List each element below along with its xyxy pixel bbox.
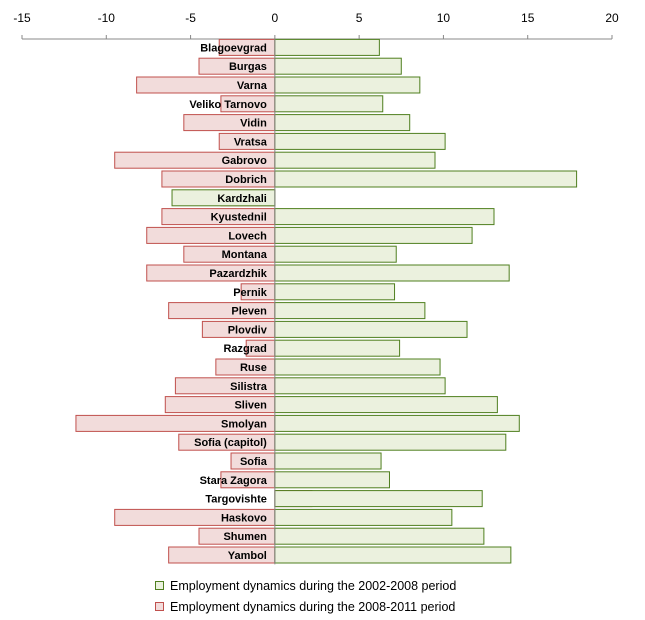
bar-2002-2008: [274, 527, 485, 545]
category-label: Silistra: [230, 381, 268, 393]
legend-item-2008-2011: Employment dynamics during the 2008-2011…: [155, 596, 456, 617]
bar-2002-2008: [274, 433, 507, 451]
category-label: Ruse: [240, 362, 267, 374]
bar-2002-2008: [274, 38, 380, 56]
category-label: Sofia (capitol): [194, 437, 267, 449]
bar-2002-2008: [274, 114, 411, 132]
category-label: Haskovo: [221, 512, 267, 524]
legend-item-2002-2008: Employment dynamics during the 2002-2008…: [155, 575, 456, 596]
legend-label-2002-2008: Employment dynamics during the 2002-2008…: [170, 578, 457, 593]
bar-2002-2008: [274, 170, 578, 188]
bar-2002-2008: [274, 95, 384, 113]
bar-2002-2008: [274, 151, 436, 169]
bar-2002-2008: [274, 283, 396, 301]
bar-2002-2008: [274, 339, 401, 357]
category-label: Dobrich: [225, 174, 267, 186]
bar-2002-2008: [274, 245, 397, 263]
x-axis-ticks: -15 -10 -5 0 5 10 15 20: [13, 11, 619, 39]
category-label: Varna: [237, 80, 268, 92]
category-label: Targovishte: [205, 494, 267, 506]
category-label: Gabrovo: [222, 155, 268, 167]
bar-2002-2008: [274, 546, 512, 564]
category-label: Kardzhali: [217, 193, 267, 205]
category-label: Veliko Tarnovo: [189, 99, 267, 111]
bar-2002-2008: [274, 377, 446, 395]
x-tick-label: -5: [185, 11, 196, 25]
bar-2002-2008: [274, 490, 483, 508]
category-label: Burgas: [229, 61, 267, 73]
category-label: Razgrad: [223, 343, 266, 355]
bar-2002-2008: [274, 414, 520, 432]
category-label: Sliven: [234, 400, 267, 412]
bar-2002-2008: [274, 132, 446, 150]
bar-2002-2008: [274, 302, 426, 320]
category-label: Montana: [222, 249, 268, 261]
bars-group: [75, 38, 578, 564]
category-label: Stara Zagora: [200, 475, 268, 487]
bar-2002-2008: [274, 208, 495, 226]
bar-2002-2008: [274, 471, 390, 489]
bar-2002-2008: [274, 264, 510, 282]
legend-label-2008-2011: Employment dynamics during the 2008-2011…: [170, 599, 456, 614]
bar-2002-2008: [274, 396, 498, 414]
category-label: Smolyan: [221, 418, 267, 430]
x-tick-label: -10: [98, 11, 116, 25]
bar-2002-2008: [274, 508, 453, 526]
category-label: Blagoevgrad: [200, 42, 267, 54]
category-label: Kyustednil: [211, 212, 267, 224]
bar-2002-2008: [274, 76, 421, 94]
category-label: Pleven: [231, 306, 267, 318]
x-tick-label: 15: [521, 11, 535, 25]
x-tick-label: -15: [13, 11, 31, 25]
x-tick-label: 5: [356, 11, 363, 25]
bar-2002-2008: [274, 57, 402, 75]
bar-2002-2008: [274, 320, 468, 338]
category-label: Sofia: [240, 456, 268, 468]
category-label: Vidin: [240, 118, 267, 130]
bar-2002-2008: [274, 226, 473, 244]
category-label: Shumen: [223, 531, 267, 543]
bar-2002-2008: [274, 358, 441, 376]
category-label: Yambol: [228, 550, 267, 562]
legend-swatch-green: [155, 581, 164, 590]
x-tick-label: 0: [272, 11, 279, 25]
legend-swatch-red: [155, 602, 164, 611]
category-label: Vratsa: [234, 136, 268, 148]
category-label: Pazardzhik: [209, 268, 267, 280]
category-label: Plovdiv: [228, 324, 268, 336]
x-tick-label: 20: [605, 11, 619, 25]
category-label: Pernik: [233, 287, 268, 299]
bar-2002-2008: [274, 452, 382, 470]
category-labels: Blagoevgrad Burgas Varna Veliko Tarnovo Vidi…: [189, 42, 267, 562]
category-label: Lovech: [228, 230, 267, 242]
legend: Employment dynamics during the 2002-2008…: [155, 575, 456, 617]
x-tick-label: 10: [437, 11, 451, 25]
